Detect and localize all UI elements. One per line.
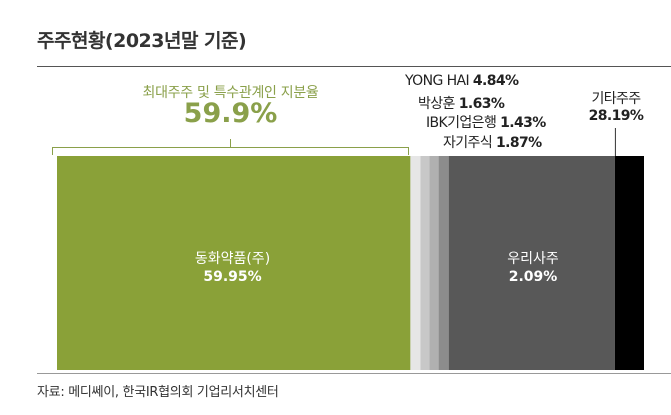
segment-others	[614, 156, 644, 370]
segment-esop	[448, 156, 615, 370]
group-bracket-left	[52, 147, 53, 155]
segment-yong-hai	[410, 156, 421, 370]
label-ibk: IBK기업은행 1.43%	[426, 115, 546, 131]
top-divider	[37, 66, 671, 67]
segment-park	[420, 156, 430, 370]
group-bracket	[52, 147, 409, 148]
segment-label-donghwa: 동화약품(주) 59.95%	[194, 251, 271, 285]
label-park: 박상훈 1.63%	[418, 96, 505, 112]
segment-treasury	[438, 156, 449, 370]
group-annotation-label: 최대주주 및 특수관계인 지분율	[142, 85, 319, 101]
segment-label-esop: 우리사주 2.09%	[507, 251, 559, 285]
label-others: 기타주주 28.19%	[588, 91, 644, 124]
segment-donghwa	[57, 156, 411, 370]
group-bracket-right	[408, 147, 409, 155]
group-bracket-center	[230, 139, 231, 147]
label-treasury: 자기주식 1.87%	[443, 135, 542, 151]
label-yong-hai: YONG HAI 4.84%	[405, 73, 519, 89]
bottom-divider	[37, 373, 671, 374]
segment-ibk	[429, 156, 439, 370]
chart-title: 주주현황(2023년말 기준)	[37, 30, 247, 52]
source-note: 자료: 메디쎄이, 한국IR협의회 기업리서치센터	[37, 385, 279, 400]
group-annotation-value: 59.9%	[183, 98, 278, 129]
